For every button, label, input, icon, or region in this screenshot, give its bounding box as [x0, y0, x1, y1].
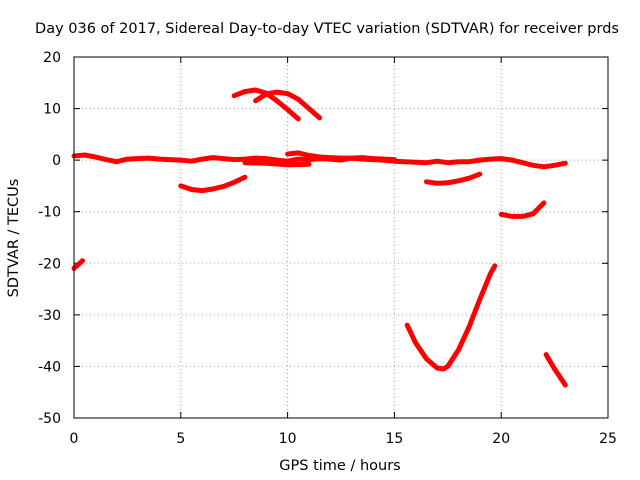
y-tick-label: -30 — [38, 308, 61, 324]
series-arc-10 — [404, 263, 498, 372]
x-tick-label: 25 — [599, 431, 617, 447]
grid-lines — [74, 57, 608, 418]
series-arc-4 — [253, 89, 323, 121]
x-tick-label: 10 — [279, 431, 297, 447]
y-tick-label: 10 — [43, 102, 61, 118]
chart-title: Day 036 of 2017, Sidereal Day-to-day VTE… — [35, 21, 619, 37]
series-arc-8 — [423, 171, 483, 186]
x-tick-label: 15 — [385, 431, 403, 447]
y-tick-label: 0 — [52, 153, 61, 169]
y-tick-label: -40 — [38, 359, 61, 375]
y-tick-label: 20 — [43, 50, 61, 66]
series-arc-6 — [285, 150, 397, 163]
x-tick-label: 0 — [70, 431, 79, 447]
x-axis-label: GPS time / hours — [279, 458, 400, 474]
x-tick-labels: 0 5 10 15 20 25 — [70, 431, 617, 447]
y-tick-label: -10 — [38, 205, 61, 221]
plot-frame — [73, 56, 609, 419]
series-arc-11 — [543, 352, 568, 388]
series-arc-7 — [178, 174, 248, 194]
x-tick-label: 5 — [176, 431, 185, 447]
y-tick-labels: -50 -40 -30 -20 -10 0 10 20 — [38, 50, 61, 427]
data-series — [71, 87, 568, 388]
y-tick-label: -20 — [38, 256, 61, 272]
series-arc-1 — [71, 258, 85, 271]
series-arc-9 — [498, 200, 547, 219]
series-arc-5 — [242, 160, 312, 168]
y-tick-label: -50 — [38, 411, 61, 427]
x-tick-label: 20 — [492, 431, 510, 447]
y-axis-label: SDTVAR / TECUs — [6, 179, 22, 298]
axis-ticks — [73, 56, 609, 419]
